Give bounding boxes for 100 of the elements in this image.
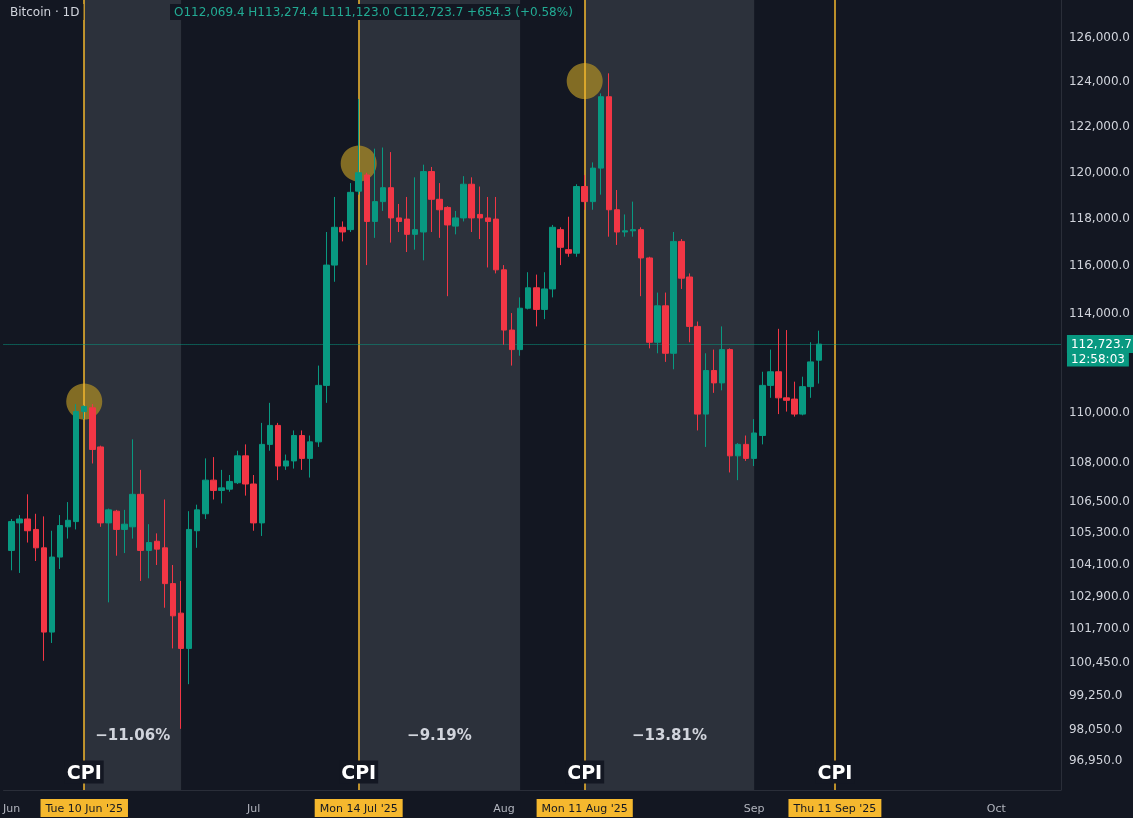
y-tick-label: 108,000.0 [1068, 455, 1131, 470]
chart-subtitle: O112,069.4 H113,274.4 L111,123.0 C112,723.7 +654.3 (+0.58%) [174, 5, 573, 19]
candlestick [614, 189, 620, 246]
candlestick [743, 435, 749, 462]
candlestick [533, 274, 540, 327]
candlestick [170, 564, 176, 649]
candlestick [703, 352, 709, 448]
candlestick [420, 164, 427, 261]
candlestick [65, 501, 71, 540]
candlestick [565, 216, 572, 258]
candlestick [105, 508, 112, 603]
y-tick-label: 101,700.0 [1068, 621, 1131, 636]
candlestick [24, 493, 31, 544]
candlestick [372, 148, 378, 239]
candlestick [162, 499, 168, 609]
candlestick [581, 174, 588, 211]
ref-line-label: CPI [66, 761, 102, 783]
candlestick [557, 226, 564, 266]
x-tick-label: Thu 11 Sep '25 [792, 802, 877, 815]
candlestick [267, 402, 273, 452]
candlestick [259, 422, 265, 537]
candlestick [355, 98, 362, 196]
y-tick-label: 124,000.0 [1068, 74, 1131, 89]
text: 12:58:03 [1071, 352, 1125, 367]
candlestick [501, 264, 507, 346]
y-tick-label: 116,000.0 [1068, 258, 1131, 273]
y-tick-label: 105,300.0 [1068, 525, 1131, 540]
candlestick [485, 196, 491, 268]
candlestick [275, 422, 281, 481]
candlestick [412, 176, 418, 251]
y-tick-label: 100,450.0 [1068, 655, 1131, 670]
y-tick-label: 114,000.0 [1068, 306, 1131, 321]
band-label: −11.06% [95, 725, 171, 744]
candlestick [283, 454, 289, 471]
candlestick [210, 456, 217, 500]
chart-title: Bitcoin · 1D [10, 5, 80, 19]
candlestick [388, 151, 394, 244]
candlestick [404, 196, 410, 253]
candlestick [299, 429, 305, 471]
x-tick-label: Jun [2, 802, 21, 815]
x-tick-label: Tue 10 Jun '25 [44, 802, 123, 815]
y-tick-label: 122,000.0 [1068, 118, 1131, 133]
candlestick [41, 515, 47, 662]
band-label: −9.19% [407, 725, 472, 744]
candlestick [81, 404, 87, 420]
candlestick [573, 183, 580, 258]
candlestick [137, 469, 144, 582]
candlestick [493, 196, 499, 274]
candlestick [662, 292, 669, 363]
y-tick-label: 118,000.0 [1068, 210, 1131, 225]
candlestick [339, 220, 346, 242]
candlestick [727, 347, 733, 473]
candlestick [178, 580, 184, 730]
ref-line-label: CPI [341, 761, 377, 783]
candlestick [380, 147, 386, 212]
x-tick-label: Mon 11 Aug '25 [541, 802, 628, 815]
candlestick [638, 226, 644, 297]
ref-line-label: CPI [817, 761, 853, 783]
candlestick [57, 514, 63, 570]
ref-line-label: 112,723.7 [1070, 337, 1133, 352]
x-tick-label: Sep [743, 802, 765, 815]
candlestick [291, 429, 297, 470]
candlestick [646, 256, 653, 349]
candlestick [598, 92, 604, 196]
y-tick-label: 110,000.0 [1068, 404, 1131, 419]
y-tick-label: 96,950.0 [1068, 752, 1123, 767]
candlestick [509, 312, 515, 367]
x-tick-label: Mon 14 Jul '25 [319, 802, 398, 815]
candlestick [347, 182, 354, 233]
candlestick [606, 72, 612, 238]
candlestick [202, 457, 209, 520]
candlestick [622, 213, 628, 238]
x-tick-label: Aug [493, 802, 515, 815]
y-tick-label: 106,500.0 [1068, 493, 1131, 508]
candlestick [194, 504, 200, 549]
candlestick [525, 271, 531, 310]
candlestick [113, 509, 120, 557]
y-tick-label: 126,000.0 [1068, 29, 1131, 44]
x-tick-label: Oct [986, 802, 1007, 815]
candlestick [468, 176, 475, 233]
candlestick [33, 513, 39, 562]
candlestick [477, 186, 483, 240]
band-label: −13.81% [631, 725, 707, 744]
candlestick [49, 530, 55, 644]
y-tick-label: 104,100.0 [1068, 556, 1131, 571]
y-tick-label: 98,050.0 [1068, 721, 1123, 736]
candlestick [751, 418, 757, 467]
candlestick [186, 510, 192, 685]
ref-line-label: CPI [567, 761, 603, 783]
candlestick [630, 201, 636, 238]
candlestick [73, 403, 79, 530]
point [566, 63, 603, 100]
candlestick [146, 523, 152, 579]
candlestick [396, 203, 402, 233]
candlestick [590, 161, 596, 211]
y-tick-label: 99,250.0 [1068, 688, 1123, 703]
candlestick [711, 349, 717, 394]
candlestick [307, 435, 313, 479]
y-tick-label: 102,900.0 [1068, 588, 1131, 603]
y-tick-label: 120,000.0 [1068, 164, 1131, 179]
